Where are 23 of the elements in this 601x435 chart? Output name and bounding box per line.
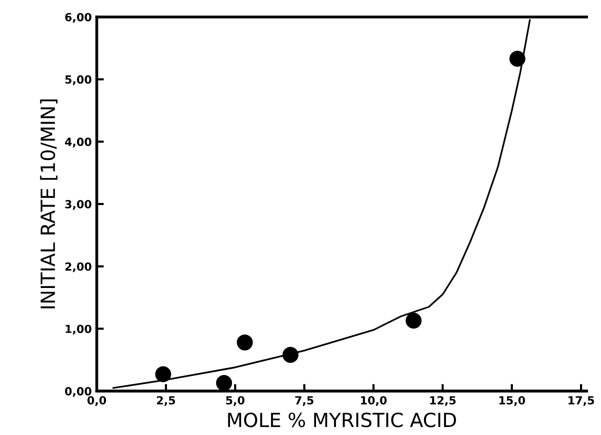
x-tick-label: 7,5: [295, 396, 314, 406]
point: [236, 334, 253, 350]
x-tick-label: 10,0: [361, 396, 387, 406]
point: [406, 312, 422, 329]
point: [216, 374, 232, 391]
point: [509, 50, 526, 67]
y-tick-label: 0,00: [65, 387, 92, 397]
x-tick-label: 15,0: [499, 396, 526, 406]
x-tick-label: 0,0: [87, 396, 106, 406]
y-tick-label: 2,00: [65, 262, 92, 272]
x-tick-label: 5,0: [226, 396, 244, 406]
y-tick-label: 6,00: [65, 12, 92, 23]
y-axis-title: INITIAL RATE [10/MIN]: [40, 100, 58, 308]
x-tick-label: 2,5: [156, 396, 176, 406]
x-tick-label: 17,5: [568, 396, 594, 406]
point: [155, 366, 172, 382]
y-tick-label: 1,00: [66, 324, 92, 335]
y-tick-label: 5,00: [65, 75, 92, 86]
point: [282, 346, 298, 363]
y-tick-label: 4,00: [64, 138, 92, 148]
y-tick-label: 3,00: [65, 200, 92, 210]
x-tick-label: 12,5: [430, 396, 456, 406]
x-axis-title: MOLE % MYRISTIC ACID: [228, 412, 456, 428]
